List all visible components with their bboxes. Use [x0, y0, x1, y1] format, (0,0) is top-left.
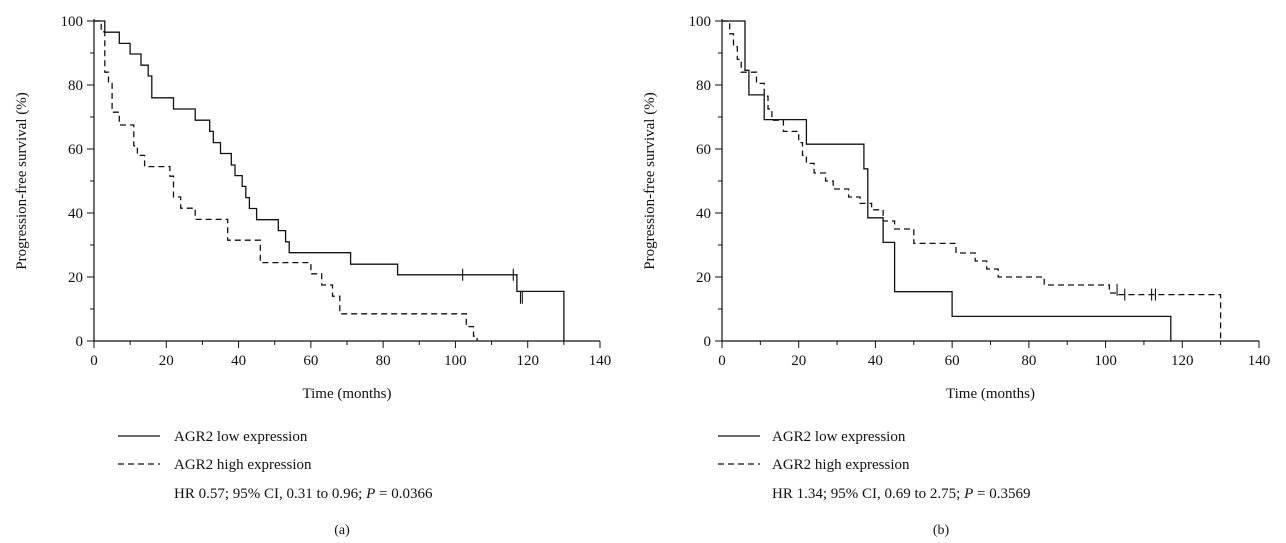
legend-label-low: AGR2 low expression	[772, 429, 906, 445]
panel-a-legend: AGR2 low expression AGR2 high expression…	[118, 429, 433, 538]
x-tick-label: 20	[791, 353, 806, 369]
y-tick-label: 20	[696, 270, 711, 286]
legend-label-low: AGR2 low expression	[174, 429, 308, 445]
x-tick-label: 40	[868, 353, 883, 369]
x-tick-label: 120	[516, 353, 539, 369]
x-tick-label: 40	[231, 353, 246, 369]
y-tick-label: 20	[68, 270, 83, 286]
y-tick-label: 0	[704, 334, 712, 350]
x-tick-label: 140	[589, 353, 612, 369]
y-tick-label: 80	[68, 78, 83, 94]
x-tick-label: 140	[1248, 353, 1271, 369]
y-axis-title: Progression-free survival (%)	[642, 92, 658, 269]
y-tick-label: 40	[68, 206, 83, 222]
legend-label-high: AGR2 high expression	[772, 457, 910, 473]
series-line-high-expression	[722, 20, 1222, 341]
y-tick-label: 100	[689, 14, 712, 30]
x-tick-label: 0	[718, 353, 726, 369]
x-tick-label: 80	[1021, 353, 1036, 369]
panel-label: (b)	[933, 523, 950, 538]
x-tick-label: 0	[90, 353, 98, 369]
x-tick-label: 120	[1171, 353, 1194, 369]
x-axis-title: Time (months)	[946, 386, 1035, 402]
series-line-low-expression	[722, 20, 1172, 341]
y-tick-label: 40	[696, 206, 711, 222]
panel-b-legend: AGR2 low expression AGR2 high expression…	[718, 429, 1030, 538]
y-axis-title: Progression-free survival (%)	[14, 92, 30, 269]
x-tick-label: 20	[159, 353, 174, 369]
x-tick-label: 60	[303, 353, 318, 369]
x-tick-label: 100	[444, 353, 467, 369]
x-axis-title: Time (months)	[302, 386, 391, 402]
y-tick-label: 60	[68, 142, 83, 158]
panel-a-chart: 0 20 40 60 80 100 120 140 0 20 40 60 80 100 Time (mont…	[14, 14, 611, 402]
y-tick-label: 100	[61, 14, 84, 30]
series-line-high-expression	[94, 20, 478, 341]
x-tick-label: 60	[945, 353, 960, 369]
panel-b-chart: 0 20 40 60 80 100 120 140 0 20 40 60 80 100 Time (mont…	[642, 14, 1270, 402]
x-tick-label: 100	[1094, 353, 1117, 369]
y-tick-label: 80	[696, 78, 711, 94]
x-tick-label: 80	[376, 353, 391, 369]
y-tick-label: 60	[696, 142, 711, 158]
stats-line: HR 1.34; 95% CI, 0.69 to 2.75; P = 0.356…	[772, 486, 1030, 502]
legend-label-high: AGR2 high expression	[174, 457, 312, 473]
panel-label: (a)	[334, 523, 350, 538]
series-line-low-expression	[94, 20, 565, 341]
stats-line: HR 0.57; 95% CI, 0.31 to 0.96; P = 0.036…	[174, 486, 433, 502]
y-tick-label: 0	[76, 334, 84, 350]
